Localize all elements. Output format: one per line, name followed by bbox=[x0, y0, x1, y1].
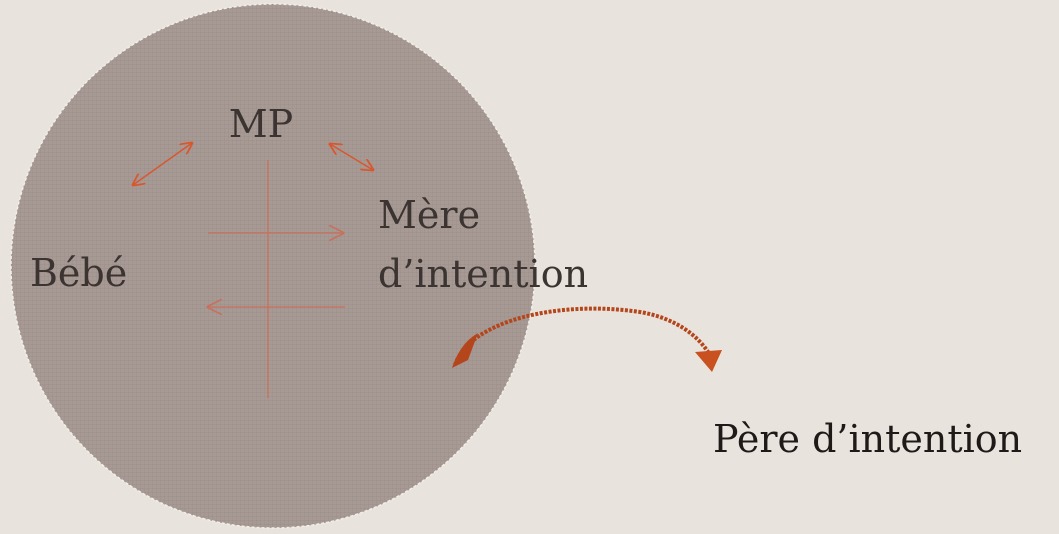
arrow bbox=[133, 143, 192, 185]
node-label: MP bbox=[229, 102, 293, 146]
node-label: Bébé bbox=[30, 251, 127, 295]
node-label: Père d’intention bbox=[713, 417, 1022, 461]
node-label: Mère d’intention bbox=[378, 193, 588, 296]
curved-arrow-tail bbox=[452, 333, 478, 368]
curved-arrow-head bbox=[695, 350, 722, 372]
circle bbox=[10, 3, 536, 529]
arrow bbox=[330, 144, 373, 170]
